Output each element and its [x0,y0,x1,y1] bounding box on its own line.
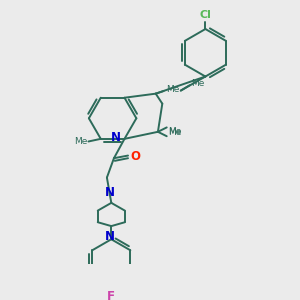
Text: Me: Me [169,127,182,136]
Text: Me: Me [74,137,88,146]
Text: N: N [104,186,115,200]
Text: N: N [104,230,115,243]
Text: O: O [131,150,141,163]
Text: Me: Me [191,79,205,88]
Text: Me: Me [166,85,180,94]
Text: Cl: Cl [200,10,211,20]
Text: Me: Me [169,128,182,137]
Text: N: N [111,131,121,145]
Text: F: F [107,290,115,300]
